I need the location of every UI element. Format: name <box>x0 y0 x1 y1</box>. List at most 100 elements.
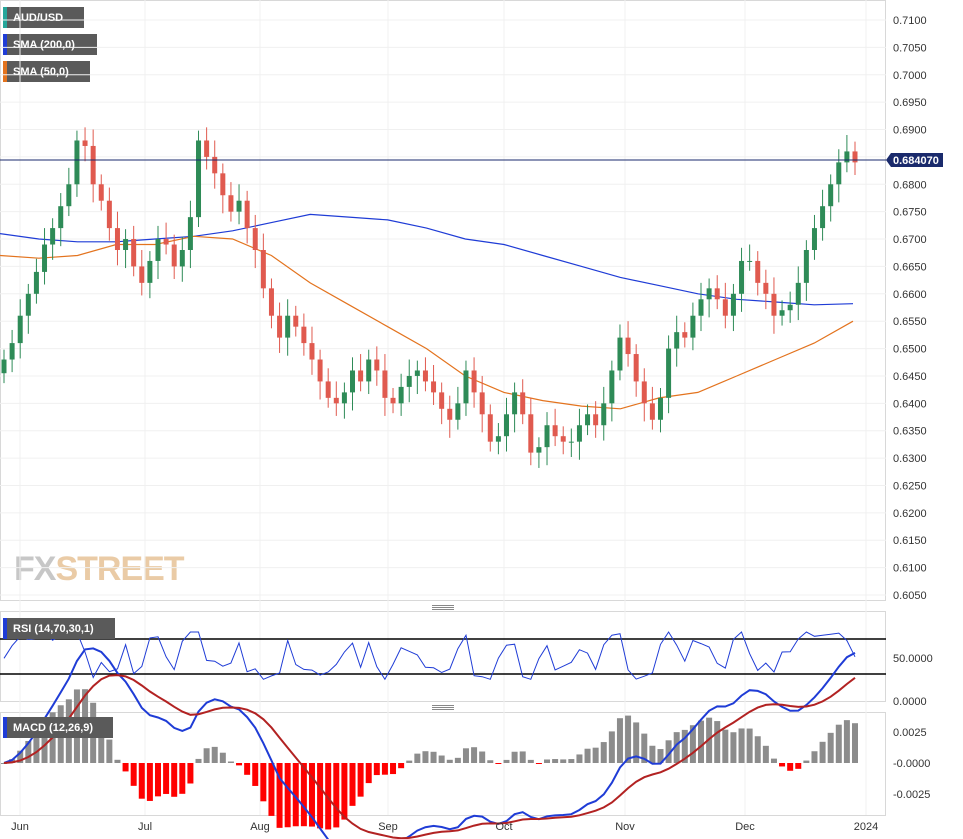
price-ytick: 0.6450 <box>893 371 927 383</box>
candle <box>406 359 412 403</box>
macd-hist-bar <box>398 763 405 769</box>
macd-hist-bar <box>122 763 129 772</box>
macd-hist-bar <box>608 731 615 763</box>
candle <box>1 349 7 384</box>
macd-hist-bar <box>317 763 324 829</box>
macd-histogram <box>1 689 858 830</box>
macd-hist-bar <box>187 763 194 784</box>
x-tick-label: Jul <box>138 821 152 833</box>
macd-hist-bar <box>835 724 842 763</box>
candle <box>552 408 558 447</box>
macd-hist-bar <box>414 753 421 763</box>
legend-audusd-swatch <box>3 7 7 28</box>
candle <box>747 244 753 271</box>
macd-hist-bar <box>446 759 453 763</box>
macd-hist-bar <box>787 763 794 771</box>
rsi-ytick: 50.0000 <box>893 653 933 665</box>
price-ytick: 0.6350 <box>893 426 927 438</box>
macd-hist-bar <box>487 760 494 763</box>
macd-hist-bar <box>714 721 721 763</box>
rsi-panel[interactable] <box>0 611 886 702</box>
price-panel[interactable] <box>0 0 886 601</box>
candle <box>649 386 655 430</box>
macd-hist-bar <box>568 759 575 763</box>
rsi-label-tag[interactable]: RSI (14,70,30,1) <box>3 618 115 639</box>
candle <box>252 214 258 269</box>
candle <box>341 382 347 419</box>
macd-hist-bar <box>795 763 802 769</box>
candle <box>609 360 615 422</box>
price-ytick: 0.6250 <box>893 480 927 492</box>
macd-swatch <box>3 717 7 738</box>
candle <box>293 305 299 337</box>
sma50-line <box>0 235 854 410</box>
macd-hist-bar <box>106 739 113 763</box>
candle <box>520 379 526 425</box>
x-axis: Jun Jul Aug Sep Oct Nov Dec 2024 <box>11 821 878 833</box>
x-tick-label: Aug <box>250 821 270 833</box>
macd-hist-bar <box>430 751 437 763</box>
macd-hist-bar <box>284 763 291 828</box>
candle <box>698 282 704 332</box>
candle <box>447 395 453 438</box>
candle <box>536 437 542 468</box>
macd-hist-bar <box>438 755 445 763</box>
candle <box>285 299 291 356</box>
macd-hist-bar <box>138 763 145 799</box>
legend-sma200[interactable]: SMA (200,0) <box>3 34 97 55</box>
macd-panel[interactable] <box>0 712 886 816</box>
macd-hist-bar <box>236 763 243 766</box>
candle <box>568 428 574 457</box>
candle <box>333 381 339 416</box>
macd-hist-bar <box>163 763 170 794</box>
rsi-resize-handle[interactable] <box>432 605 454 611</box>
macd-label-tag[interactable]: MACD (12,26,9) <box>3 717 113 738</box>
macd-hist-bar <box>25 740 32 763</box>
candle <box>463 360 469 416</box>
candle <box>528 397 534 466</box>
macd-y-axis: 0.0025 -0.0000 -0.0025 0.0000 <box>893 696 930 801</box>
x-tick-label: Nov <box>615 821 635 833</box>
macd-hist-bar <box>244 763 251 775</box>
macd-hist-bar <box>560 759 567 763</box>
macd-hist-bar <box>219 752 226 763</box>
candle <box>820 189 826 241</box>
macd-hist-bar <box>268 763 275 816</box>
candle <box>187 200 193 269</box>
candle <box>852 141 858 175</box>
macd-hist-bar <box>689 725 696 763</box>
candle <box>739 247 745 312</box>
watermark-street: STREET <box>55 550 184 588</box>
macd-hist-bar <box>657 749 664 763</box>
macd-hist-bar <box>146 763 153 801</box>
price-ytick: 0.6550 <box>893 316 927 328</box>
candle <box>139 250 145 296</box>
candle <box>771 277 777 334</box>
macd-hist-bar <box>17 750 24 763</box>
macd-hist-bar <box>333 763 340 828</box>
candle <box>471 357 477 408</box>
candle <box>358 354 364 392</box>
macd-hist-bar <box>114 759 121 763</box>
price-ytick: 0.6200 <box>893 508 927 520</box>
candle <box>690 302 696 351</box>
candle <box>828 174 834 222</box>
macd-hist-bar <box>552 759 559 763</box>
macd-hist-bar <box>300 763 307 827</box>
macd-hist-bar <box>179 763 186 794</box>
price-ytick: 0.6400 <box>893 398 927 410</box>
macd-hist-bar <box>641 733 648 763</box>
macd-hist-bar <box>519 751 526 763</box>
macd-resize-handle[interactable] <box>432 705 454 711</box>
candle <box>114 211 120 266</box>
watermark-fx: FX <box>14 550 56 588</box>
macd-hist-bar <box>673 732 680 763</box>
macd-hist-bar <box>803 760 810 763</box>
candle <box>98 174 104 211</box>
candle <box>455 386 461 430</box>
macd-hist-bar <box>535 763 542 764</box>
current-price-label: 0.684070 <box>893 155 939 167</box>
macd-hist-bar <box>779 763 786 767</box>
macd-hist-bar <box>41 720 48 763</box>
